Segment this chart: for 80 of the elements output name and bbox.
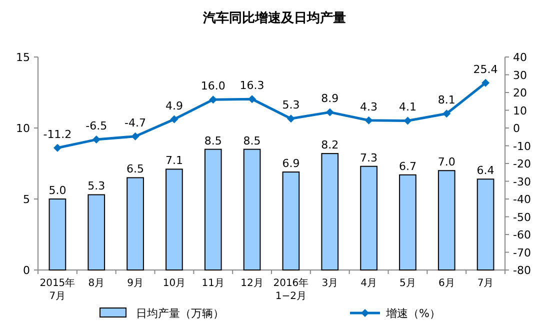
y2-tick-label: 30 <box>513 68 527 82</box>
data-label: 8.9 <box>321 92 339 106</box>
data-label: -4.7 <box>124 116 146 130</box>
x-tick-label: 10月 <box>162 278 186 289</box>
data-label: 8.5 <box>243 134 261 148</box>
x-tick-label: 8月 <box>88 278 105 289</box>
data-label: 8.1 <box>438 94 456 107</box>
y2-tick-label: 0 <box>513 122 520 135</box>
point <box>404 116 412 125</box>
y-tick-label: 10 <box>16 122 30 135</box>
data-label: 25.4 <box>473 62 498 76</box>
x-tick-label: 7月 <box>477 278 494 289</box>
data-label: 5.3 <box>88 180 106 193</box>
point <box>131 132 140 140</box>
data-label: -6.5 <box>86 120 108 133</box>
bar <box>126 177 144 270</box>
y2-tick-label: -10 <box>513 140 531 153</box>
data-label: 4.9 <box>165 99 183 112</box>
y2-tick-label: 10 <box>513 104 527 118</box>
data-label: 6.4 <box>476 164 494 178</box>
point <box>482 78 490 87</box>
x-tick-label: 3月 <box>322 278 338 289</box>
y2-tick-label: -20 <box>513 158 531 170</box>
x-tick-label: 2015年 7月 <box>40 277 76 302</box>
x-tick-label: 12月 <box>240 278 264 289</box>
x-tick-label: 11月 <box>202 278 224 289</box>
point <box>248 95 256 104</box>
x-tick-label: 6月 <box>438 278 455 289</box>
data-label: 7.1 <box>165 154 183 168</box>
bar <box>476 178 494 270</box>
y-tick-label: 0 <box>23 264 30 277</box>
y2-tick-label: -30 <box>513 175 531 188</box>
legend-label: 日均产量（万辆） <box>136 307 224 320</box>
point <box>209 96 218 104</box>
y2-tick-label: -50 <box>513 210 531 224</box>
point <box>364 116 373 124</box>
bar <box>282 172 300 270</box>
data-label: 5.3 <box>282 98 300 112</box>
bar <box>48 198 66 270</box>
y2-tick-label: -80 <box>513 264 531 277</box>
data-label: 16.3 <box>240 79 264 92</box>
y2-tick-label: -60 <box>513 228 531 242</box>
data-label: 8.2 <box>321 138 339 152</box>
data-label: 6.7 <box>398 160 416 173</box>
legend-label: 增速（%） <box>385 307 440 320</box>
bar <box>166 168 183 270</box>
bar <box>204 148 222 270</box>
point <box>170 115 178 124</box>
bar <box>399 174 416 270</box>
point <box>326 108 334 116</box>
bar <box>321 153 339 270</box>
x-tick-label: 9月 <box>127 278 144 289</box>
bar <box>438 170 456 270</box>
data-label: 5.0 <box>48 184 66 197</box>
chart-title: 汽车同比增速及日均产量 <box>202 10 346 26</box>
data-label: -11.2 <box>43 128 72 141</box>
data-label: 7.3 <box>360 151 378 164</box>
y-tick-label: 5 <box>23 193 30 206</box>
point <box>53 144 62 152</box>
data-label: 6.9 <box>282 157 300 170</box>
point <box>286 114 295 123</box>
x-tick-label: 4月 <box>360 278 377 289</box>
y2-tick-label: -40 <box>513 193 531 206</box>
data-label: 7.0 <box>438 156 456 169</box>
data-label: 6.5 <box>126 162 144 176</box>
data-label: 4.1 <box>398 100 416 114</box>
point <box>442 110 451 118</box>
point <box>92 136 100 144</box>
bar <box>88 194 106 270</box>
x-tick-label: 5月 <box>400 278 416 289</box>
bar <box>243 148 261 270</box>
y-tick-label: 15 <box>16 51 30 64</box>
x-tick-label: 2016年 1−2月 <box>273 277 309 302</box>
bar <box>360 166 378 270</box>
data-label: 8.5 <box>204 134 222 148</box>
y2-tick-label: -70 <box>513 246 531 260</box>
y2-tick-label: 20 <box>513 86 527 100</box>
data-label: 16.0 <box>200 80 226 93</box>
data-label: 4.3 <box>360 100 378 114</box>
y2-tick-label: 40 <box>513 51 527 64</box>
